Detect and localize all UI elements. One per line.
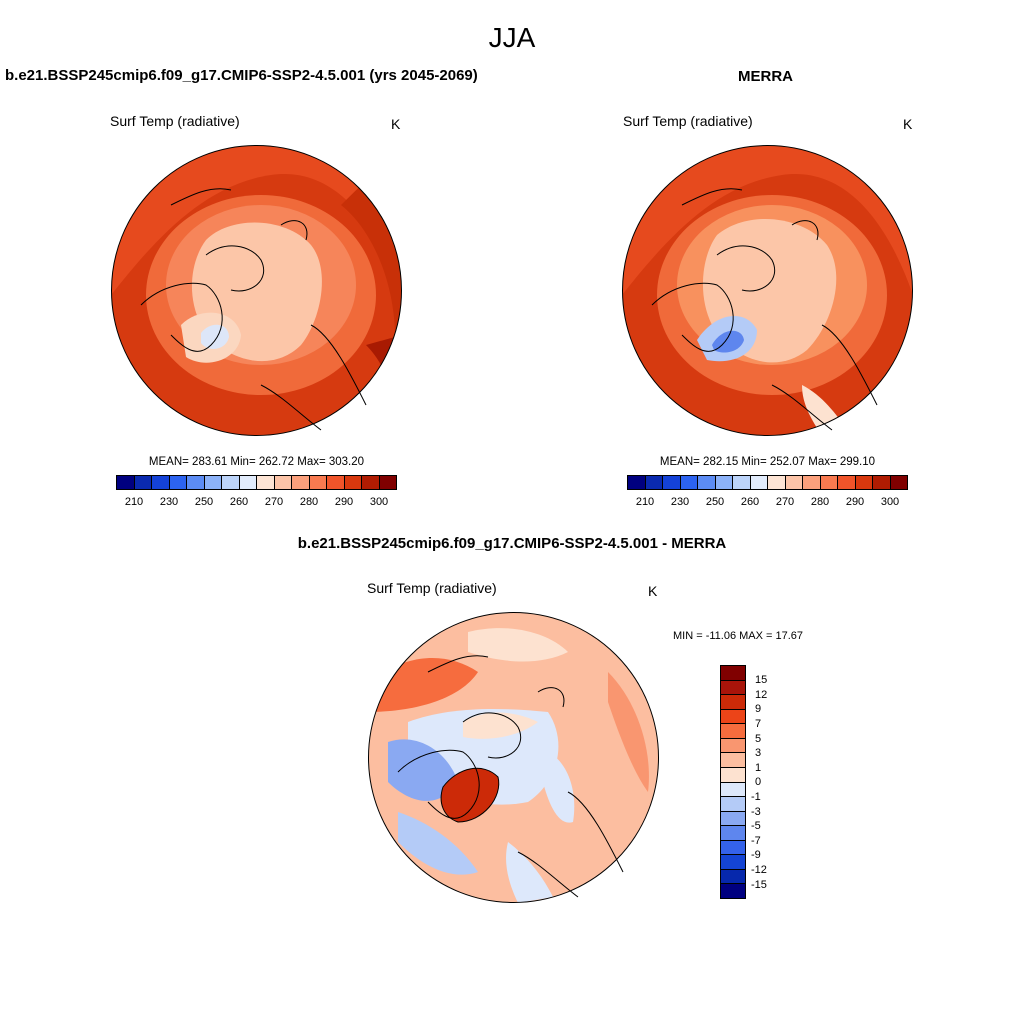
cb-swatch <box>820 476 838 489</box>
cb-swatch <box>721 666 745 681</box>
cb-swatch <box>750 476 768 489</box>
cb-swatch <box>768 476 786 489</box>
cb-swatch <box>721 826 745 841</box>
cb-swatch <box>721 767 745 783</box>
cb-swatch <box>715 476 733 489</box>
cb-swatch <box>733 476 751 489</box>
model-panel-title: b.e21.BSSP245cmip6.f09_g17.CMIP6-SSP2-4.… <box>5 67 478 84</box>
model-cb-tick: 230 <box>159 496 179 508</box>
cb-swatch <box>257 476 275 489</box>
cb-swatch <box>379 476 396 489</box>
obs-cb-tick: 210 <box>635 496 655 508</box>
cb-swatch <box>663 476 681 489</box>
diff-colorbar <box>720 665 746 899</box>
obs-cb-tick: 300 <box>880 496 900 508</box>
obs-cb-tick: 230 <box>670 496 690 508</box>
model-variable-label: Surf Temp (radiative) <box>110 113 240 129</box>
cb-swatch <box>721 840 745 856</box>
cb-swatch <box>721 782 745 798</box>
diff-variable-label: Surf Temp (radiative) <box>367 580 497 596</box>
model-polar-map <box>111 145 402 436</box>
diff-panel-title: b.e21.BSSP245cmip6.f09_g17.CMIP6-SSP2-4.… <box>297 535 727 552</box>
diff-cb-tick: 7 <box>755 718 762 730</box>
cb-swatch <box>721 724 745 739</box>
cb-swatch <box>239 476 257 489</box>
cb-swatch <box>803 476 821 489</box>
cb-swatch <box>890 476 907 489</box>
cb-swatch <box>645 476 663 489</box>
obs-colorbar <box>627 475 908 490</box>
cb-swatch <box>721 695 745 710</box>
model-colorbar <box>116 475 397 490</box>
obs-cb-tick: 290 <box>845 496 865 508</box>
obs-units-label: K <box>903 116 913 132</box>
diff-cb-tick: 3 <box>755 747 762 759</box>
cb-swatch <box>721 855 745 870</box>
obs-cb-tick: 250 <box>705 496 725 508</box>
cb-swatch <box>721 738 745 754</box>
cb-swatch <box>204 476 222 489</box>
model-cb-tick: 300 <box>369 496 389 508</box>
obs-stats: MEAN= 282.15 Min= 252.07 Max= 299.10 <box>659 456 876 468</box>
cb-swatch <box>327 476 345 489</box>
cb-swatch <box>344 476 362 489</box>
model-cb-tick: 280 <box>299 496 319 508</box>
diff-cb-tick: -7 <box>751 835 761 847</box>
cb-swatch <box>680 476 698 489</box>
cb-swatch <box>187 476 205 489</box>
cb-swatch <box>117 476 135 489</box>
obs-cb-tick: 270 <box>775 496 795 508</box>
diff-cb-tick: 15 <box>755 674 768 686</box>
cb-swatch <box>721 811 745 827</box>
cb-swatch <box>721 709 745 725</box>
diff-cb-tick: -12 <box>751 864 767 876</box>
obs-panel-title: MERRA <box>738 68 793 85</box>
cb-swatch <box>309 476 327 489</box>
cb-swatch <box>698 476 716 489</box>
diff-polar-map <box>368 612 659 903</box>
model-cb-tick: 210 <box>124 496 144 508</box>
diff-units-label: K <box>648 583 658 599</box>
cb-swatch <box>721 797 745 812</box>
cb-swatch <box>855 476 873 489</box>
diff-cb-tick: 12 <box>755 689 768 701</box>
obs-cb-tick: 260 <box>740 496 760 508</box>
diff-cb-tick: 5 <box>755 733 762 745</box>
cb-swatch <box>292 476 310 489</box>
cb-swatch <box>838 476 856 489</box>
diff-cb-tick: -5 <box>751 820 761 832</box>
diff-cb-tick: -1 <box>751 791 761 803</box>
diff-cb-tick: -15 <box>751 879 767 891</box>
diff-cb-tick: -3 <box>751 806 761 818</box>
model-cb-tick: 270 <box>264 496 284 508</box>
diff-cb-tick: 0 <box>755 776 762 788</box>
cb-swatch <box>169 476 187 489</box>
cb-swatch <box>721 869 745 885</box>
cb-swatch <box>785 476 803 489</box>
diff-cb-tick: -9 <box>751 849 761 861</box>
model-cb-tick: 260 <box>229 496 249 508</box>
cb-swatch <box>362 476 380 489</box>
obs-cb-tick: 280 <box>810 496 830 508</box>
diff-stats: MIN = -11.06 MAX = 17.67 <box>673 630 804 642</box>
obs-variable-label: Surf Temp (radiative) <box>623 113 753 129</box>
cb-swatch <box>721 680 745 696</box>
cb-swatch <box>152 476 170 489</box>
cb-swatch <box>134 476 152 489</box>
model-stats: MEAN= 283.61 Min= 262.72 Max= 303.20 <box>148 456 365 468</box>
cb-swatch <box>628 476 646 489</box>
cb-swatch <box>274 476 292 489</box>
cb-swatch <box>721 753 745 768</box>
diff-cb-tick: 9 <box>755 703 762 715</box>
cb-swatch <box>873 476 891 489</box>
model-cb-tick: 250 <box>194 496 214 508</box>
model-units-label: K <box>391 116 401 132</box>
diff-cb-tick: 1 <box>755 762 762 774</box>
cb-swatch <box>222 476 240 489</box>
cb-swatch <box>721 884 745 898</box>
model-cb-tick: 290 <box>334 496 354 508</box>
figure-title: JJA <box>488 22 536 53</box>
obs-polar-map <box>622 145 913 436</box>
